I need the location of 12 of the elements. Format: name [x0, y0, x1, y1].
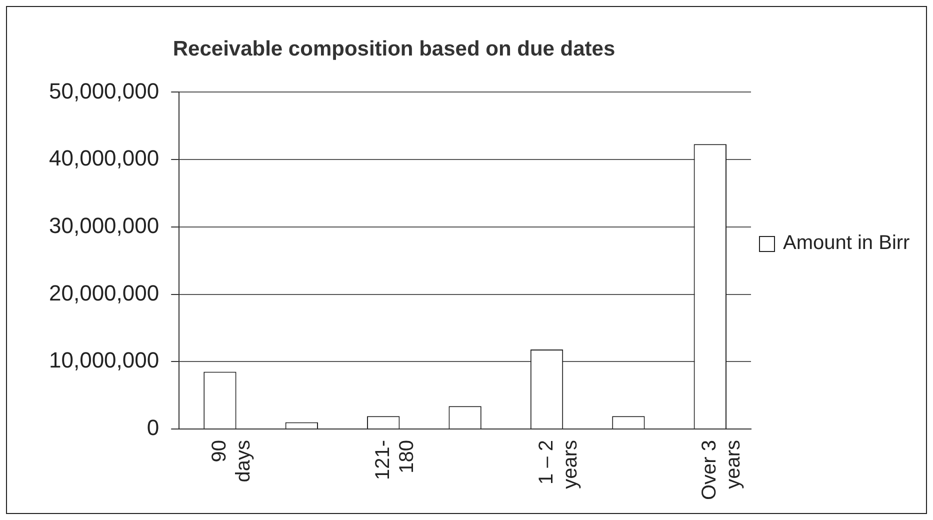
x-tick-label: Over 3 years [698, 440, 745, 500]
x-tick-label: 1 – 2 years [535, 440, 582, 489]
y-tick-label: 0 [146, 415, 160, 440]
y-tick-label: 20,000,000 [49, 280, 160, 306]
y-tick-label: 40,000,000 [49, 146, 160, 171]
y-tick-label: 50,000,000 [49, 78, 160, 104]
x-tick-label: 90 days [208, 440, 254, 482]
y-tick-label: 10,000,000 [49, 348, 160, 373]
text: Amount in Birr [783, 232, 910, 255]
y-tick-label: 30,000,000 [49, 212, 160, 238]
x-tick-label: 121-180 [372, 440, 418, 480]
chart-title: Receivable composition based on due dates [172, 37, 616, 60]
